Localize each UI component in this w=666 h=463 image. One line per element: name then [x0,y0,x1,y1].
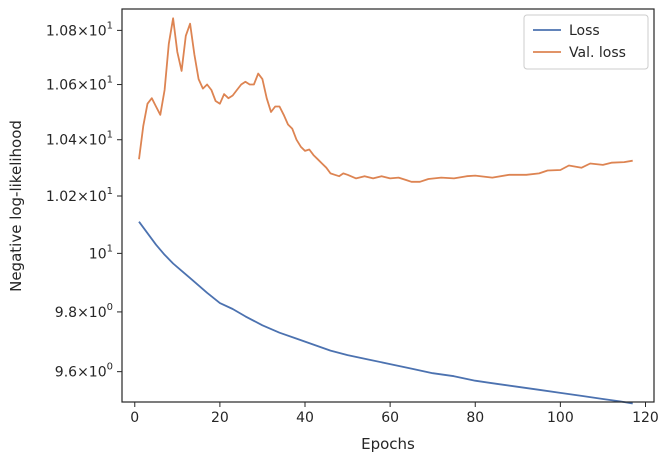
y-tick-base: 10 [89,305,107,321]
y-tick-times: × [77,133,89,149]
series-line-loss [138,221,633,405]
y-tick-mantissa: 9.8 [55,305,77,321]
y-tick-base: 10 [89,23,107,39]
y-tick-mantissa: 1.06 [46,78,77,94]
series-layer [138,17,633,405]
plot-frame [121,8,655,403]
x-tick-label: 80 [466,410,484,426]
y-tick-exponent: 1 [107,243,113,254]
y-tick-label: 1.02×101 [46,186,113,205]
legend: Loss Val. loss [523,14,649,70]
legend-label: Val. loss [569,45,626,61]
y-tick-times: × [77,189,89,205]
y-tick-label: 9.8×100 [55,302,113,321]
x-axis-ticks: 0 20 40 60 80 100 120 [130,402,659,426]
y-tick-base: 10 [89,78,107,94]
y-tick-mantissa: 1.02 [46,189,77,205]
x-tick-label: 100 [547,410,574,426]
y-tick-mantissa: 9.6 [55,365,77,381]
x-tick-label: 0 [130,410,139,426]
y-tick-label: 1.04×101 [46,130,113,149]
y-axis-label: Negative log-likelihood [7,120,25,292]
y-tick-base: 10 [89,246,107,262]
y-tick-times: × [77,365,89,381]
y-tick-times: × [77,23,89,39]
y-tick-exponent: 1 [107,130,113,141]
y-tick-exponent: 1 [107,186,113,197]
y-axis-ticks: 9.6×1009.8×1001011.02×1011.04×1011.06×10… [46,20,122,381]
y-tick-base: 10 [89,365,107,381]
y-tick-label: 9.6×100 [55,362,113,381]
x-tick-label: 40 [296,410,314,426]
y-tick-label: 101 [89,243,113,262]
y-tick-label: 1.06×101 [46,75,113,94]
y-tick-times: × [77,305,89,321]
series-line-val-loss [138,17,633,183]
x-tick-label: 20 [211,410,229,426]
y-tick-label: 1.08×101 [46,20,113,39]
y-tick-mantissa: 1.08 [46,23,77,39]
y-tick-mantissa: 1.04 [46,133,77,149]
y-tick-base: 10 [89,133,107,149]
y-tick-exponent: 0 [107,302,113,313]
legend-box [523,14,649,70]
y-tick-times: × [77,78,89,94]
x-tick-label: 120 [632,410,659,426]
x-axis-label: Epochs [361,435,415,453]
y-tick-exponent: 1 [107,20,113,31]
x-tick-label: 60 [381,410,399,426]
legend-label: Loss [569,23,600,39]
y-tick-exponent: 1 [107,75,113,86]
y-tick-base: 10 [89,189,107,205]
y-tick-exponent: 0 [107,362,113,373]
